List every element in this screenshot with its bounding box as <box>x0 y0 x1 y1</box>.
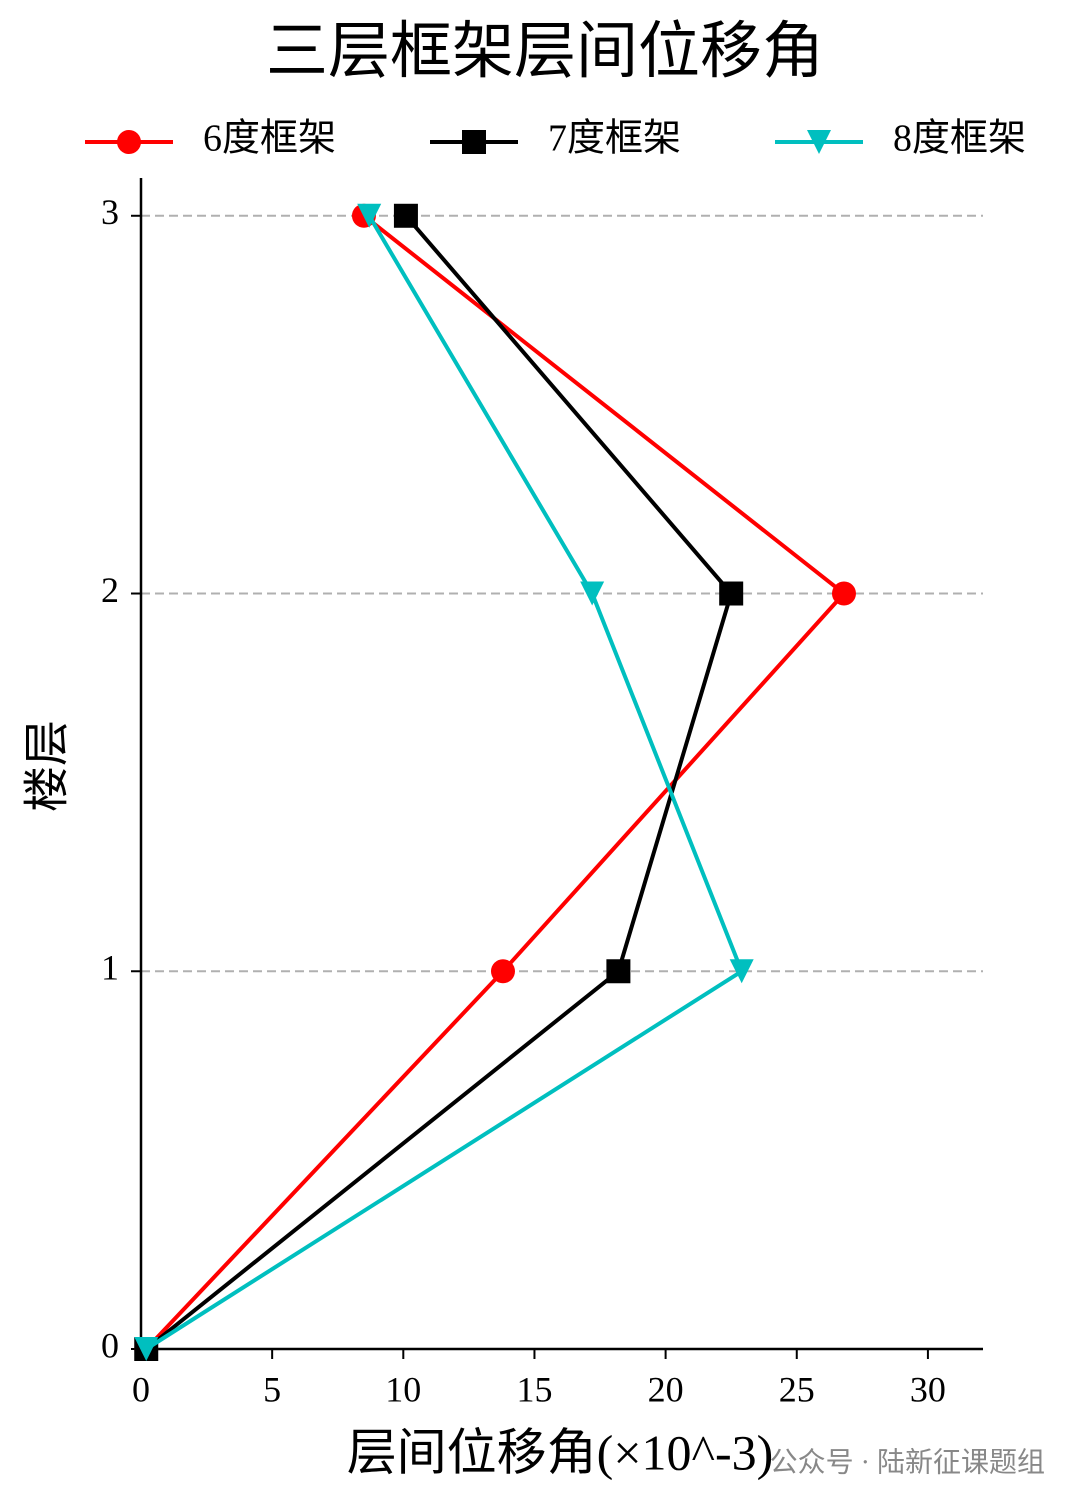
marker <box>606 959 631 984</box>
series-line <box>145 214 744 1351</box>
legend-marker <box>462 130 486 154</box>
marker <box>134 1337 159 1361</box>
y-tick-label: 1 <box>101 948 119 988</box>
legend-marker <box>807 130 831 154</box>
marker <box>490 959 515 984</box>
y-tick-label: 3 <box>101 192 119 232</box>
marker <box>719 581 744 606</box>
x-tick-label: 30 <box>910 1369 946 1409</box>
series-line <box>144 214 846 1351</box>
y-tick-label: 2 <box>101 570 119 610</box>
series-line <box>144 214 734 1351</box>
marker <box>729 959 754 984</box>
marker <box>831 581 856 606</box>
legend-marker <box>117 130 141 154</box>
chart-title: 三层框架层间位移角 <box>266 18 824 86</box>
y-tick-label: 0 <box>101 1325 119 1365</box>
marker <box>357 203 382 228</box>
legend-label: 7度框架 <box>548 118 681 160</box>
y-axis-label: 楼层 <box>22 720 73 812</box>
x-axis-label: 层间位移角(×10^-3) <box>347 1424 774 1480</box>
marker <box>393 203 418 228</box>
x-tick-label: 15 <box>516 1369 552 1409</box>
x-tick-label: 25 <box>779 1369 815 1409</box>
x-tick-label: 0 <box>132 1369 150 1409</box>
x-tick-label: 5 <box>263 1369 281 1409</box>
x-tick-label: 10 <box>385 1369 421 1409</box>
marker <box>580 581 605 606</box>
legend-label: 6度框架 <box>203 118 336 160</box>
x-tick-label: 20 <box>648 1369 684 1409</box>
watermark: 公众号 · 陆新征课题组 <box>770 1446 1045 1478</box>
legend-label: 8度框架 <box>893 118 1026 160</box>
